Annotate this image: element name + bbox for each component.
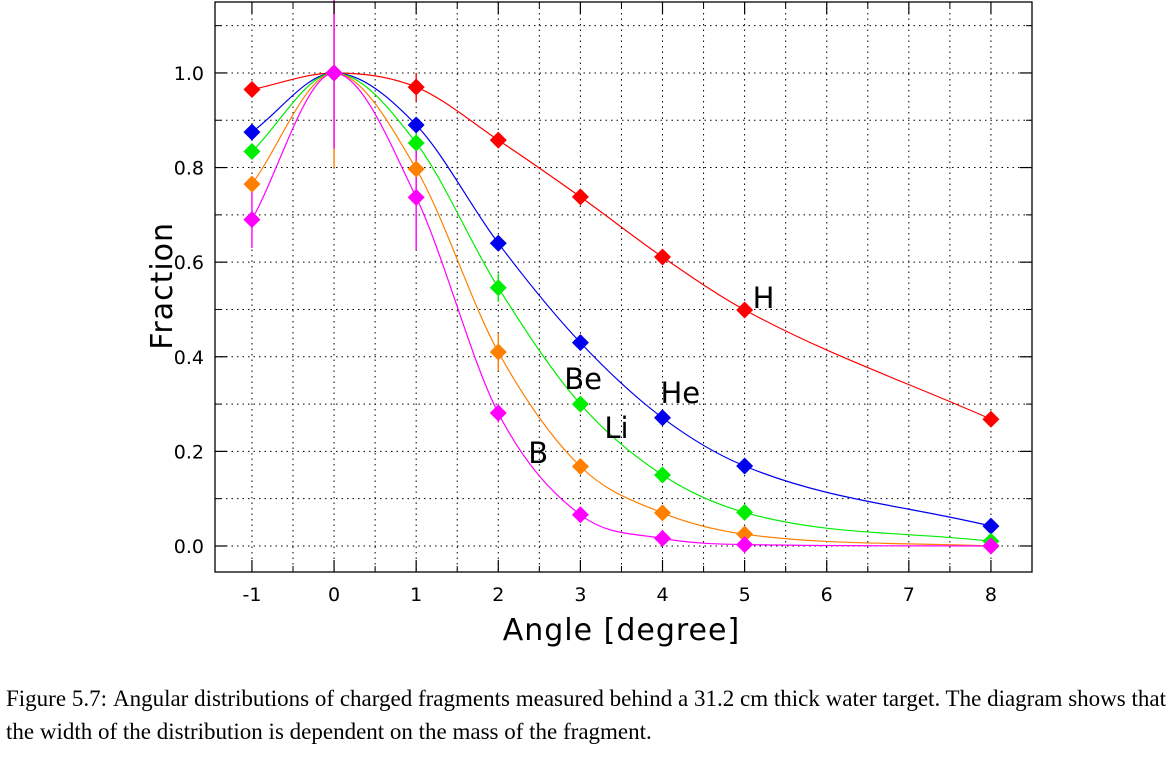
marker-b	[571, 506, 589, 524]
y-tick-label: 0.8	[174, 158, 204, 180]
marker-h	[243, 81, 261, 99]
x-tick-label: 5	[739, 584, 751, 606]
marker-li	[407, 134, 425, 152]
x-axis-title: Angle [degree]	[503, 613, 740, 648]
marker-he	[654, 409, 672, 427]
curve-he	[251, 72, 992, 527]
marker-b	[243, 211, 261, 229]
x-tick-label: 1	[410, 584, 422, 606]
marker-li	[654, 466, 672, 484]
marker-he	[243, 123, 261, 141]
axis-ticks: -1 0 1 2 3 4 5 6 7 8 0.0 0.2 0.4 0.6 0.8 1.0	[174, 2, 1033, 606]
marker-li	[736, 503, 754, 521]
marker-b	[736, 536, 754, 554]
marker-b	[654, 529, 672, 547]
y-tick-label: 0.6	[174, 252, 204, 274]
marker-be	[571, 458, 589, 476]
x-tick-label: 4	[656, 584, 668, 606]
marker-be	[736, 525, 754, 543]
marker-be	[489, 343, 507, 361]
angular-distribution-chart: -1 0 1 2 3 4 5 6 7 8 0.0 0.2 0.4 0.6 0.8 1.0 H He Li Be B A…	[145, 0, 1033, 648]
marker-he	[407, 116, 425, 134]
caption-text: Angular distributions of charged fragmen…	[6, 686, 1166, 744]
series-label-he: He	[661, 376, 701, 410]
marker-b	[407, 188, 425, 206]
marker-he	[571, 334, 589, 352]
y-axis-title: Fraction	[145, 222, 180, 350]
plot-frame	[214, 1, 1033, 573]
x-tick-label: 7	[903, 584, 915, 606]
marker-be	[654, 504, 672, 522]
grid-lines	[215, 2, 1032, 572]
series-label-li: Li	[604, 411, 628, 445]
marker-li	[243, 142, 261, 160]
curve-h	[251, 72, 992, 420]
marker-he	[982, 517, 1000, 535]
series-label-be: Be	[564, 362, 602, 396]
marker-he	[489, 234, 507, 252]
data-markers	[243, 64, 1000, 555]
x-tick-label: 8	[985, 584, 997, 606]
marker-b	[982, 537, 1000, 555]
y-tick-label: 0.4	[174, 347, 204, 369]
marker-h	[489, 131, 507, 149]
marker-be	[407, 160, 425, 178]
y-tick-label: 0.0	[174, 536, 204, 558]
marker-li	[571, 395, 589, 413]
marker-h	[982, 410, 1000, 428]
y-tick-label: 0.2	[174, 441, 204, 463]
marker-be	[243, 175, 261, 193]
marker-h	[736, 301, 754, 319]
marker-h	[654, 248, 672, 266]
y-tick-label: 1.0	[174, 63, 204, 85]
series-label-h: H	[753, 281, 775, 315]
marker-he	[736, 457, 754, 475]
x-tick-label: 3	[574, 584, 586, 606]
series-label-b: B	[528, 436, 548, 470]
marker-b	[325, 64, 343, 82]
figure-caption: Figure 5.7: Angular distributions of char…	[6, 682, 1166, 748]
marker-li	[489, 279, 507, 297]
caption-label: Figure 5.7:	[6, 686, 107, 711]
curve-li	[251, 72, 991, 542]
marker-h	[407, 78, 425, 96]
marker-h	[571, 188, 589, 206]
x-tick-label: 0	[328, 584, 340, 606]
x-tick-label: 6	[821, 584, 833, 606]
x-tick-label: 2	[492, 584, 504, 606]
marker-b	[489, 404, 507, 422]
x-tick-label: -1	[242, 584, 261, 606]
